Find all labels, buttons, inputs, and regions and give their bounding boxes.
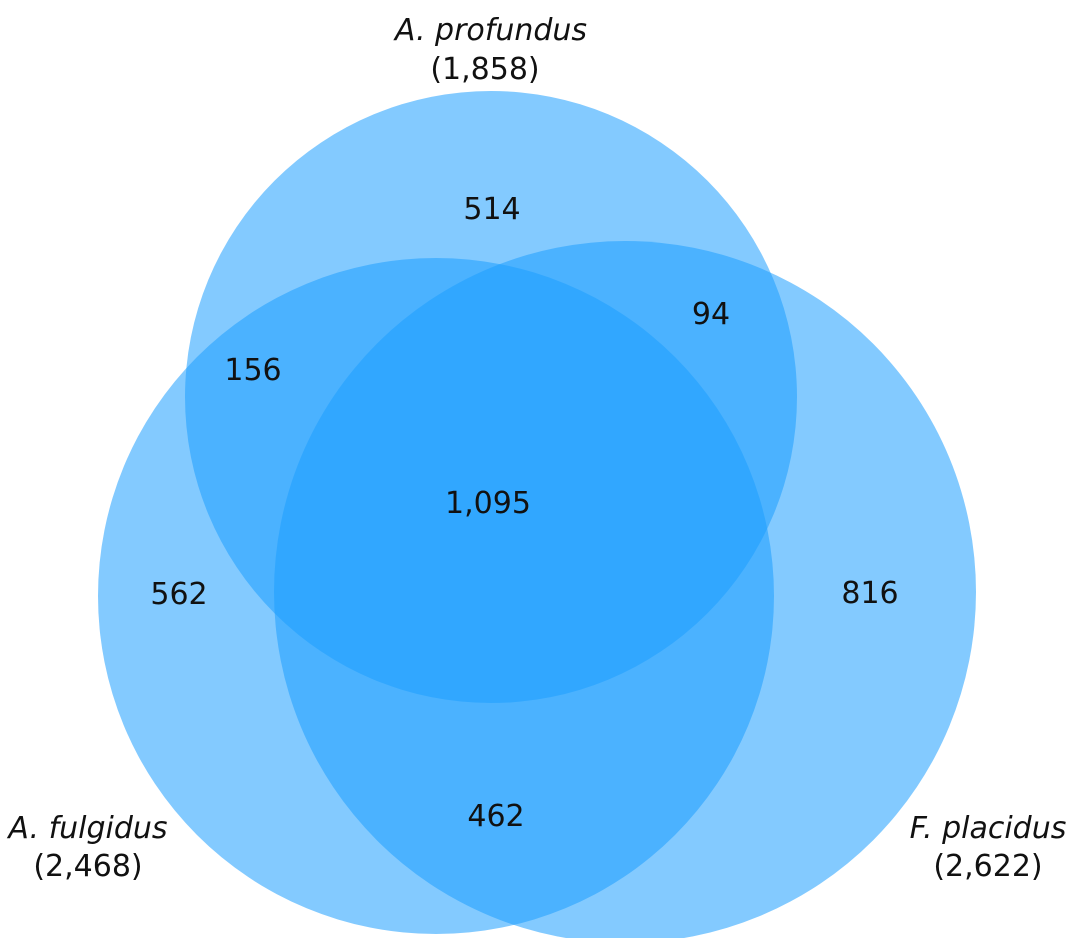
count-a-profundus-only: 514: [463, 192, 520, 227]
label-f-placidus: F. placidus (2,622): [910, 811, 1067, 884]
count-a-fulgidus-f-placidus: 462: [467, 799, 524, 834]
count-all-three: 1,095: [445, 486, 531, 521]
set-total-a-profundus: (1,858): [430, 52, 539, 87]
set-name-a-profundus: A. profundus: [393, 13, 587, 48]
set-name-f-placidus: F. placidus: [910, 811, 1067, 846]
set-name-a-fulgidus: A. fulgidus: [6, 811, 167, 846]
circle-f-placidus: [274, 241, 976, 938]
count-a-fulgidus-only: 562: [150, 577, 207, 612]
set-total-f-placidus: (2,622): [933, 849, 1042, 884]
set-total-a-fulgidus: (2,468): [33, 849, 142, 884]
count-f-placidus-only: 816: [841, 576, 898, 611]
label-a-fulgidus: A. fulgidus (2,468): [6, 811, 167, 884]
label-a-profundus: A. profundus (1,858): [393, 13, 587, 87]
count-a-profundus-a-fulgidus: 156: [224, 353, 281, 388]
count-a-profundus-f-placidus: 94: [692, 297, 730, 332]
